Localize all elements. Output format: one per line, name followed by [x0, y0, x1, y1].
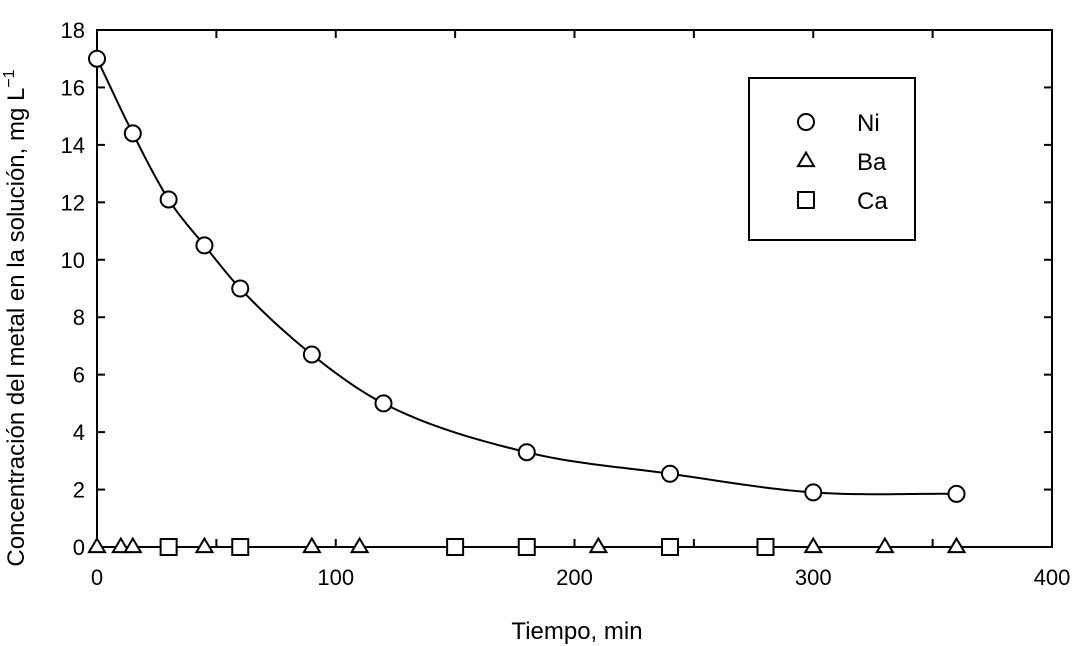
y-tick-label: 16	[61, 75, 85, 100]
legend-label-ba: Ba	[857, 149, 887, 176]
ni-point	[947, 484, 966, 503]
legend-marker-ca	[797, 191, 815, 209]
ca-point	[517, 538, 536, 556]
ni-point	[804, 483, 823, 502]
ba-point	[194, 536, 215, 554]
ca-point	[661, 538, 679, 556]
legend-label-ni: Ni	[857, 110, 880, 137]
y-tick-label: 6	[73, 363, 85, 388]
y-tick-label: 10	[61, 248, 85, 273]
ca-point	[446, 538, 465, 556]
ni-point	[517, 443, 536, 462]
ba-point	[946, 536, 967, 554]
ba-point	[349, 536, 370, 554]
ni-point	[661, 464, 679, 483]
ba-point	[803, 536, 823, 554]
ba-point	[87, 536, 107, 554]
legend-box	[748, 77, 916, 241]
y-tick-label: 0	[73, 535, 85, 560]
legend: Ni Ba Ca	[748, 77, 916, 241]
ca-point	[756, 538, 775, 556]
ni-point	[159, 190, 178, 209]
x-tick-label: 300	[795, 565, 832, 590]
y-tick-label: 12	[61, 190, 85, 215]
x-axis-title: Tiempo, min	[511, 618, 642, 645]
legend-label-ca: Ca	[857, 188, 888, 215]
ba-point	[111, 536, 131, 554]
y-tick-label: 8	[73, 305, 85, 330]
legend-marker-ni	[797, 113, 815, 131]
ba-point	[123, 536, 143, 554]
ba-point	[588, 536, 609, 554]
data-points	[87, 49, 967, 556]
x-tick-label: 200	[556, 565, 593, 590]
ni-point	[302, 345, 321, 364]
y-tick-label: 4	[73, 420, 85, 445]
ca-point	[159, 538, 178, 556]
ni-point	[123, 124, 142, 143]
ba-point	[875, 536, 895, 554]
y-tick-label: 2	[73, 478, 85, 503]
y-axis-title: Concentración del metal en la solución, …	[1, 69, 30, 566]
ba-point	[302, 536, 322, 554]
y-tick-label: 18	[61, 18, 85, 43]
axes: 0 2 4 6 8 10 12 14 16 18 0 100 200 300 400	[61, 18, 1071, 590]
ni-point	[195, 236, 214, 255]
ni-point	[231, 279, 250, 298]
ni-point	[374, 394, 393, 413]
ni-point	[88, 49, 106, 68]
y-tick-label: 14	[61, 133, 85, 158]
y-axis-title-main: Concentración del metal en la solución, …	[3, 88, 30, 567]
y-axis-title-superscript: −1	[1, 69, 18, 87]
legend-marker-ba	[796, 150, 816, 168]
ca-point	[231, 538, 250, 556]
x-tick-label: 0	[91, 565, 103, 590]
x-tick-label: 100	[317, 565, 354, 590]
x-tick-label: 400	[1034, 565, 1071, 590]
